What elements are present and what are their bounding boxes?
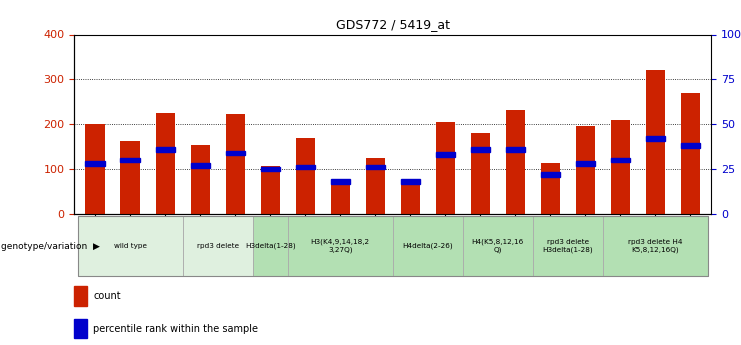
- Bar: [190, 163, 210, 168]
- Bar: [190, 145, 210, 214]
- Text: H3delta(1-28): H3delta(1-28): [245, 243, 296, 249]
- Bar: [681, 93, 700, 214]
- Bar: [85, 161, 104, 166]
- FancyBboxPatch shape: [78, 216, 182, 276]
- Bar: [225, 151, 245, 155]
- Bar: [296, 165, 315, 169]
- FancyBboxPatch shape: [253, 216, 288, 276]
- Bar: [74, 286, 87, 306]
- FancyBboxPatch shape: [182, 216, 253, 276]
- Bar: [681, 144, 700, 148]
- FancyBboxPatch shape: [288, 216, 393, 276]
- Bar: [505, 110, 525, 214]
- FancyBboxPatch shape: [463, 216, 533, 276]
- FancyBboxPatch shape: [393, 216, 463, 276]
- Bar: [541, 172, 560, 177]
- Bar: [85, 124, 104, 214]
- Bar: [121, 141, 140, 214]
- Bar: [436, 152, 455, 157]
- Bar: [365, 158, 385, 214]
- Text: percentile rank within the sample: percentile rank within the sample: [93, 324, 258, 334]
- Text: genotype/variation  ▶: genotype/variation ▶: [1, 242, 100, 251]
- Text: count: count: [93, 291, 121, 301]
- FancyBboxPatch shape: [603, 216, 708, 276]
- Text: rpd3 delete
H3delta(1-28): rpd3 delete H3delta(1-28): [542, 239, 593, 253]
- Text: rpd3 delete: rpd3 delete: [196, 243, 239, 249]
- Bar: [156, 114, 175, 214]
- Bar: [330, 179, 350, 184]
- Bar: [471, 133, 490, 214]
- Bar: [611, 158, 630, 162]
- Bar: [225, 114, 245, 214]
- Bar: [541, 163, 560, 214]
- Bar: [156, 147, 175, 151]
- Bar: [401, 179, 420, 184]
- Bar: [74, 319, 87, 338]
- Bar: [365, 165, 385, 169]
- Bar: [471, 147, 490, 151]
- Text: H3(K4,9,14,18,2
3,27Q): H3(K4,9,14,18,2 3,27Q): [310, 239, 370, 253]
- Bar: [576, 126, 595, 214]
- FancyBboxPatch shape: [533, 216, 603, 276]
- Bar: [576, 161, 595, 166]
- Title: GDS772 / 5419_at: GDS772 / 5419_at: [336, 18, 450, 31]
- Bar: [645, 136, 665, 141]
- Bar: [296, 138, 315, 214]
- Bar: [505, 147, 525, 151]
- Bar: [436, 122, 455, 214]
- Text: wild type: wild type: [113, 243, 147, 249]
- Bar: [330, 181, 350, 214]
- Text: rpd3 delete H4
K5,8,12,16Q): rpd3 delete H4 K5,8,12,16Q): [628, 239, 682, 253]
- Bar: [645, 70, 665, 214]
- Bar: [261, 166, 280, 214]
- Bar: [401, 181, 420, 214]
- Bar: [611, 120, 630, 214]
- Bar: [121, 158, 140, 162]
- Text: H4(K5,8,12,16
Q): H4(K5,8,12,16 Q): [472, 239, 524, 253]
- Text: H4delta(2-26): H4delta(2-26): [402, 243, 453, 249]
- Bar: [261, 167, 280, 171]
